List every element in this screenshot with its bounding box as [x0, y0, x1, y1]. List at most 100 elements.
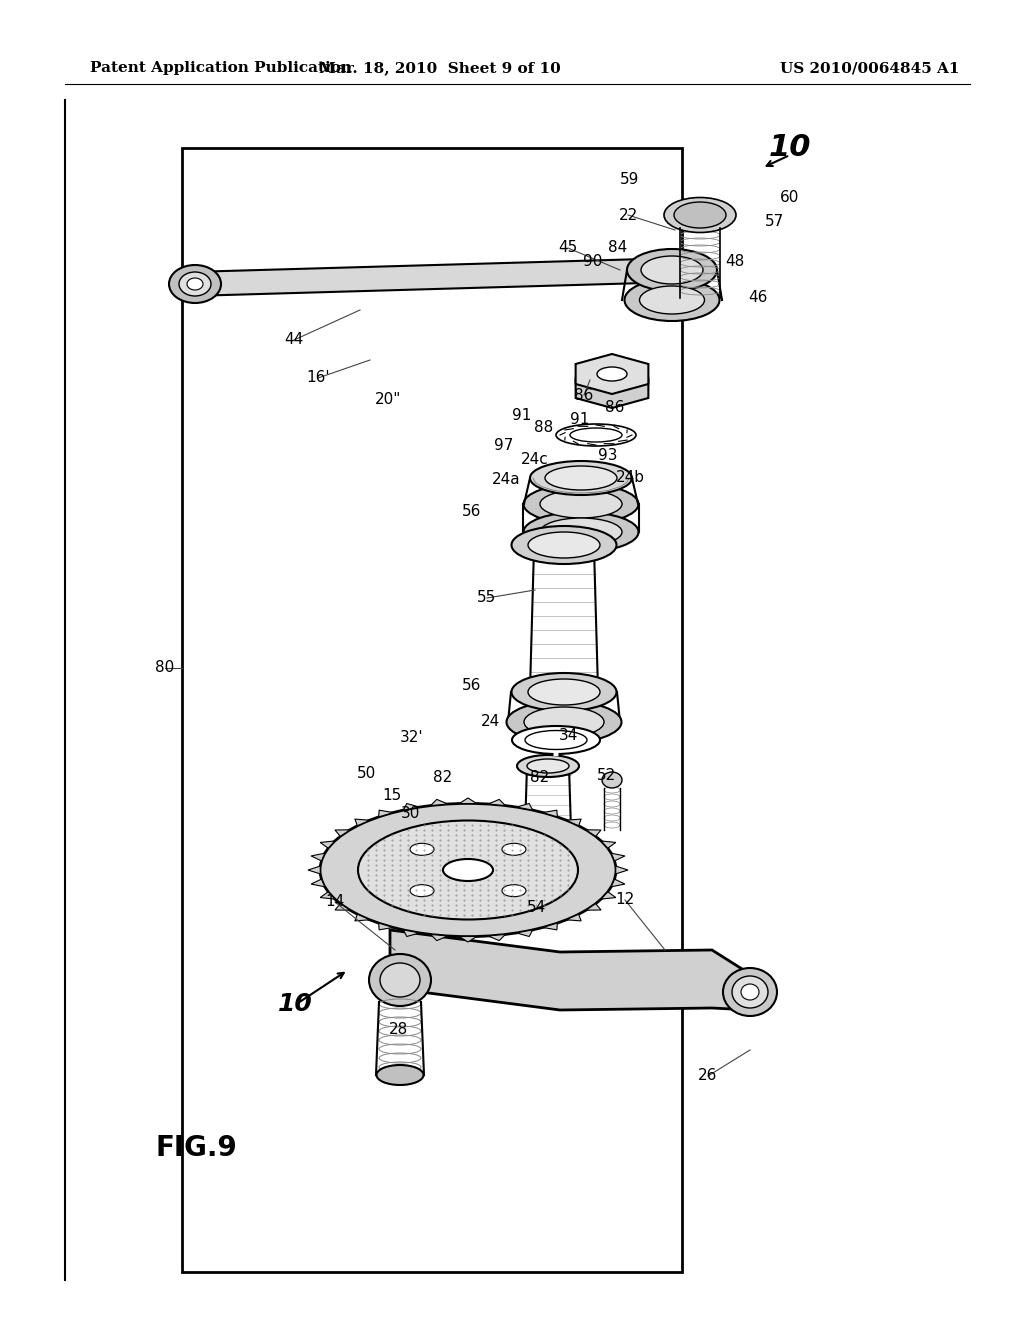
Ellipse shape [741, 983, 759, 1001]
Text: 52: 52 [597, 768, 616, 784]
Polygon shape [335, 904, 350, 911]
Ellipse shape [169, 265, 221, 304]
Polygon shape [403, 929, 420, 936]
Text: 26: 26 [698, 1068, 718, 1084]
Ellipse shape [525, 730, 587, 750]
Ellipse shape [515, 850, 581, 874]
Text: 34: 34 [559, 727, 579, 742]
Text: 28: 28 [388, 1023, 408, 1038]
Text: 30: 30 [400, 807, 420, 821]
Ellipse shape [358, 821, 578, 920]
Polygon shape [460, 799, 477, 804]
Polygon shape [575, 354, 648, 393]
Ellipse shape [319, 804, 616, 937]
Ellipse shape [640, 286, 705, 314]
Ellipse shape [732, 975, 768, 1008]
Text: 48: 48 [725, 255, 744, 269]
Text: 32': 32' [400, 730, 424, 746]
Text: 55: 55 [477, 590, 497, 606]
Text: 12: 12 [615, 892, 635, 908]
Text: Mar. 18, 2010  Sheet 9 of 10: Mar. 18, 2010 Sheet 9 of 10 [319, 61, 561, 75]
Ellipse shape [597, 367, 627, 381]
Text: US 2010/0064845 A1: US 2010/0064845 A1 [780, 61, 959, 75]
Ellipse shape [664, 198, 736, 232]
Text: Patent Application Publication: Patent Application Publication [90, 61, 352, 75]
Ellipse shape [410, 884, 434, 896]
Polygon shape [190, 257, 680, 296]
Polygon shape [311, 879, 325, 887]
Polygon shape [575, 368, 648, 408]
Text: 24a: 24a [492, 473, 520, 487]
Text: 24c: 24c [521, 453, 549, 467]
Polygon shape [355, 915, 370, 921]
Text: 16': 16' [306, 371, 330, 385]
Polygon shape [611, 879, 625, 887]
Polygon shape [601, 841, 615, 849]
Ellipse shape [525, 854, 570, 870]
Polygon shape [431, 935, 447, 941]
Text: 22: 22 [618, 207, 638, 223]
Text: 88: 88 [535, 421, 554, 436]
Text: 56: 56 [462, 677, 481, 693]
Text: 14: 14 [326, 895, 345, 909]
Ellipse shape [523, 484, 639, 524]
Text: 93: 93 [598, 447, 617, 462]
Ellipse shape [443, 859, 493, 880]
Ellipse shape [187, 279, 203, 290]
Polygon shape [586, 904, 601, 911]
Polygon shape [431, 800, 447, 805]
Ellipse shape [380, 964, 420, 997]
Polygon shape [460, 936, 477, 942]
Ellipse shape [502, 843, 526, 855]
Polygon shape [390, 931, 750, 1010]
Ellipse shape [602, 772, 622, 788]
Polygon shape [516, 804, 532, 810]
Polygon shape [488, 935, 506, 941]
Ellipse shape [545, 466, 617, 490]
Polygon shape [321, 841, 335, 849]
Polygon shape [543, 810, 557, 817]
Text: 91: 91 [512, 408, 531, 424]
Text: 97: 97 [495, 437, 514, 453]
Text: FIG.9: FIG.9 [155, 1134, 237, 1162]
Text: 46: 46 [749, 290, 768, 305]
Ellipse shape [530, 461, 632, 495]
Text: 24b: 24b [615, 470, 644, 486]
Ellipse shape [502, 884, 526, 896]
Text: 86: 86 [605, 400, 625, 416]
Ellipse shape [528, 678, 600, 705]
Ellipse shape [369, 954, 431, 1006]
Ellipse shape [528, 532, 600, 558]
Text: 10: 10 [769, 133, 811, 162]
Ellipse shape [540, 490, 622, 517]
Polygon shape [566, 915, 582, 921]
Polygon shape [566, 820, 582, 826]
Polygon shape [355, 820, 370, 826]
Ellipse shape [377, 1065, 424, 1085]
Text: 20": 20" [375, 392, 401, 408]
Polygon shape [308, 866, 321, 874]
Ellipse shape [512, 673, 616, 711]
Ellipse shape [523, 512, 639, 552]
Ellipse shape [540, 517, 622, 546]
Polygon shape [488, 800, 506, 805]
Polygon shape [586, 830, 601, 837]
Text: 60: 60 [780, 190, 800, 206]
Polygon shape [601, 892, 615, 899]
Ellipse shape [674, 202, 726, 228]
Text: 54: 54 [527, 900, 547, 916]
Text: 82: 82 [530, 771, 550, 785]
Ellipse shape [410, 843, 434, 855]
Text: 45: 45 [558, 240, 578, 256]
Text: 10: 10 [278, 993, 312, 1016]
Polygon shape [182, 148, 682, 1272]
Polygon shape [615, 866, 628, 874]
Polygon shape [311, 853, 325, 861]
Ellipse shape [556, 424, 636, 446]
Text: 59: 59 [621, 173, 640, 187]
Text: 84: 84 [608, 240, 628, 256]
Ellipse shape [527, 759, 569, 774]
Ellipse shape [570, 428, 622, 442]
Text: 24: 24 [480, 714, 500, 730]
Ellipse shape [524, 708, 604, 737]
